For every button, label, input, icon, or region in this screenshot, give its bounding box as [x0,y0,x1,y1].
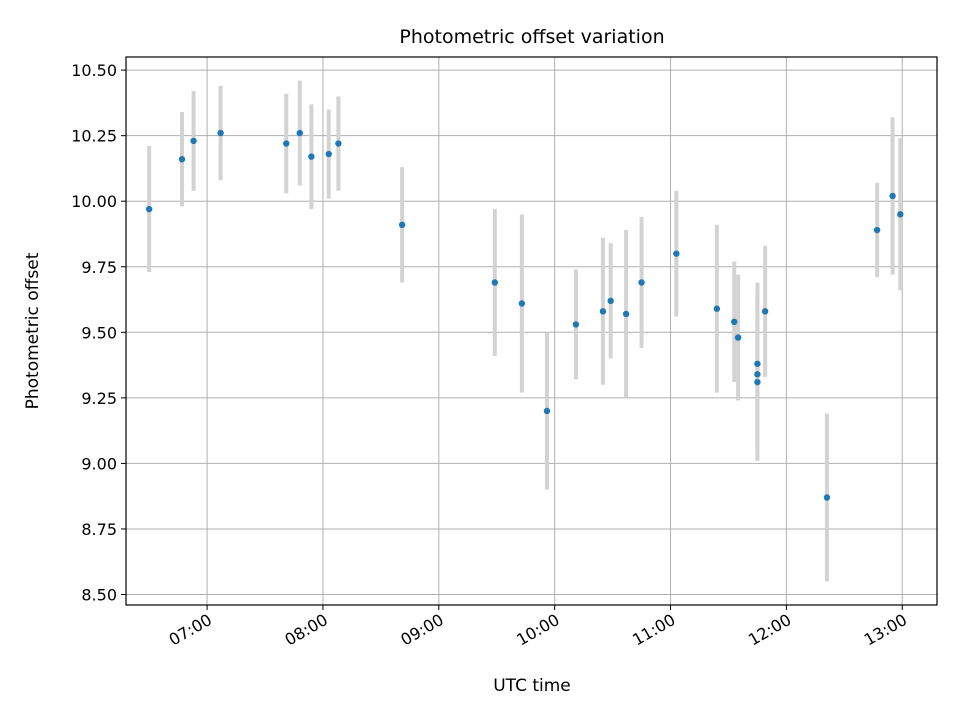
data-point [754,371,761,378]
error-bars [147,80,903,582]
data-point [754,360,761,367]
x-tick-label: 12:00 [745,610,794,650]
y-tick-label: 9.00 [81,454,117,473]
data-point [754,378,761,386]
x-tick-label: 07:00 [166,610,215,650]
y-axis-label: Photometric offset [23,252,43,409]
data-point [296,129,303,137]
data-point [283,140,290,147]
y-tick-label: 9.25 [81,389,117,408]
y-tick-label: 9.75 [81,258,117,277]
grid [126,57,937,605]
x-axis-label: UTC time [493,676,571,696]
chart-title: Photometric offset variation [399,26,664,48]
data-point [673,250,680,257]
data-point [398,221,406,229]
data-point [622,310,630,318]
data-point [638,279,645,286]
data-point [190,137,197,145]
data-point [823,494,831,501]
data-point [325,150,332,158]
y-tick-label: 8.50 [81,586,117,605]
data-point [599,308,607,315]
y-tick-label: 10.50 [71,61,117,80]
x-tick-label: 13:00 [861,610,910,650]
data-point [178,156,186,163]
x-tick-label: 09:00 [397,610,446,650]
y-tick-label: 10.25 [71,127,117,146]
x-tick-label: 11:00 [629,610,678,650]
data-point [734,334,742,341]
data-point [713,305,721,312]
data-point [607,297,614,305]
data-point [308,153,315,160]
data-point [572,321,580,328]
x-tick-label: 10:00 [513,610,562,650]
y-axis: 8.50 8.75 9.00 9.25 9.50 9.75 10.00 10.25 10.50 [71,61,126,605]
data-point [543,407,551,415]
plot-frame [125,56,938,606]
data-point [491,279,499,286]
data-point [335,140,342,147]
data-point [889,192,896,200]
data-point [761,308,769,315]
y-tick-label: 9.50 [81,323,117,342]
y-tick-label: 10.00 [71,192,117,211]
y-tick-label: 8.75 [81,520,117,539]
data-point [145,205,153,213]
data-point [897,211,904,218]
x-axis: 07:00 08:00 09:00 10:00 11:00 12:00 13:00 [166,605,910,650]
data-point [873,226,881,234]
data-points [145,129,904,501]
data-point [518,300,526,307]
data-point [731,318,738,326]
x-tick-label: 08:00 [282,610,331,650]
data-point [217,129,224,137]
